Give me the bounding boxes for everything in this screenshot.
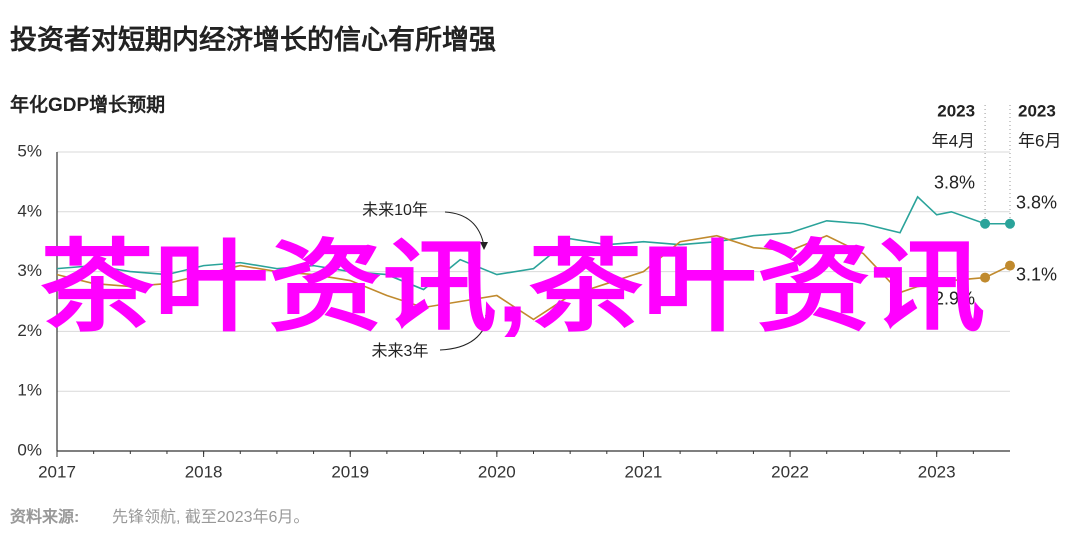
series-marker xyxy=(980,218,991,229)
x-tick-label: 2021 xyxy=(625,462,663,481)
chart-subtitle: 年化GDP增长预期 xyxy=(10,93,165,116)
series-marker xyxy=(980,272,991,283)
x-tick-label: 2018 xyxy=(185,462,223,481)
y-tick-label: 1% xyxy=(17,381,42,400)
x-tick-label: 2023 xyxy=(918,462,956,481)
series-label: 未来3年 xyxy=(372,342,429,360)
y-tick-label: 0% xyxy=(17,440,42,459)
arrow xyxy=(439,311,490,351)
x-tick-label: 2017 xyxy=(38,462,76,481)
annotation-label: 年6月 xyxy=(1018,131,1061,150)
data-label: 3.1% xyxy=(1016,264,1057,284)
arrow xyxy=(444,211,485,247)
series-line xyxy=(56,234,1011,321)
source-label: 资料来源: xyxy=(10,507,79,526)
source-text: 先锋领航, 截至2023年6月。 xyxy=(112,508,309,526)
arrow-head xyxy=(485,308,493,316)
annotation-label: 年4月 xyxy=(932,131,975,150)
data-label: 2.9% xyxy=(934,288,975,308)
series-marker xyxy=(1005,218,1015,229)
annotation-label: 2023 xyxy=(1018,101,1056,120)
watermark: 茶叶资讯,茶叶资讯 xyxy=(40,231,985,343)
series-line xyxy=(56,195,1010,291)
annotation-label: 2023 xyxy=(937,101,975,120)
series-marker xyxy=(1005,260,1015,271)
x-tick-label: 2019 xyxy=(331,462,369,481)
chart-title: 投资者对短期内经济增长的信心有所增强 xyxy=(10,24,496,55)
y-tick-label: 2% xyxy=(17,321,42,340)
y-tick-label: 3% xyxy=(17,261,42,280)
series-label: 未来10年 xyxy=(362,201,428,219)
x-tick-label: 2022 xyxy=(771,462,809,481)
y-tick-label: 4% xyxy=(17,201,42,220)
x-tick-label: 2020 xyxy=(478,462,516,481)
y-tick-label: 5% xyxy=(17,141,42,160)
data-label: 3.8% xyxy=(1016,193,1057,213)
data-label: 3.8% xyxy=(934,173,975,193)
arrow-head xyxy=(480,242,488,250)
